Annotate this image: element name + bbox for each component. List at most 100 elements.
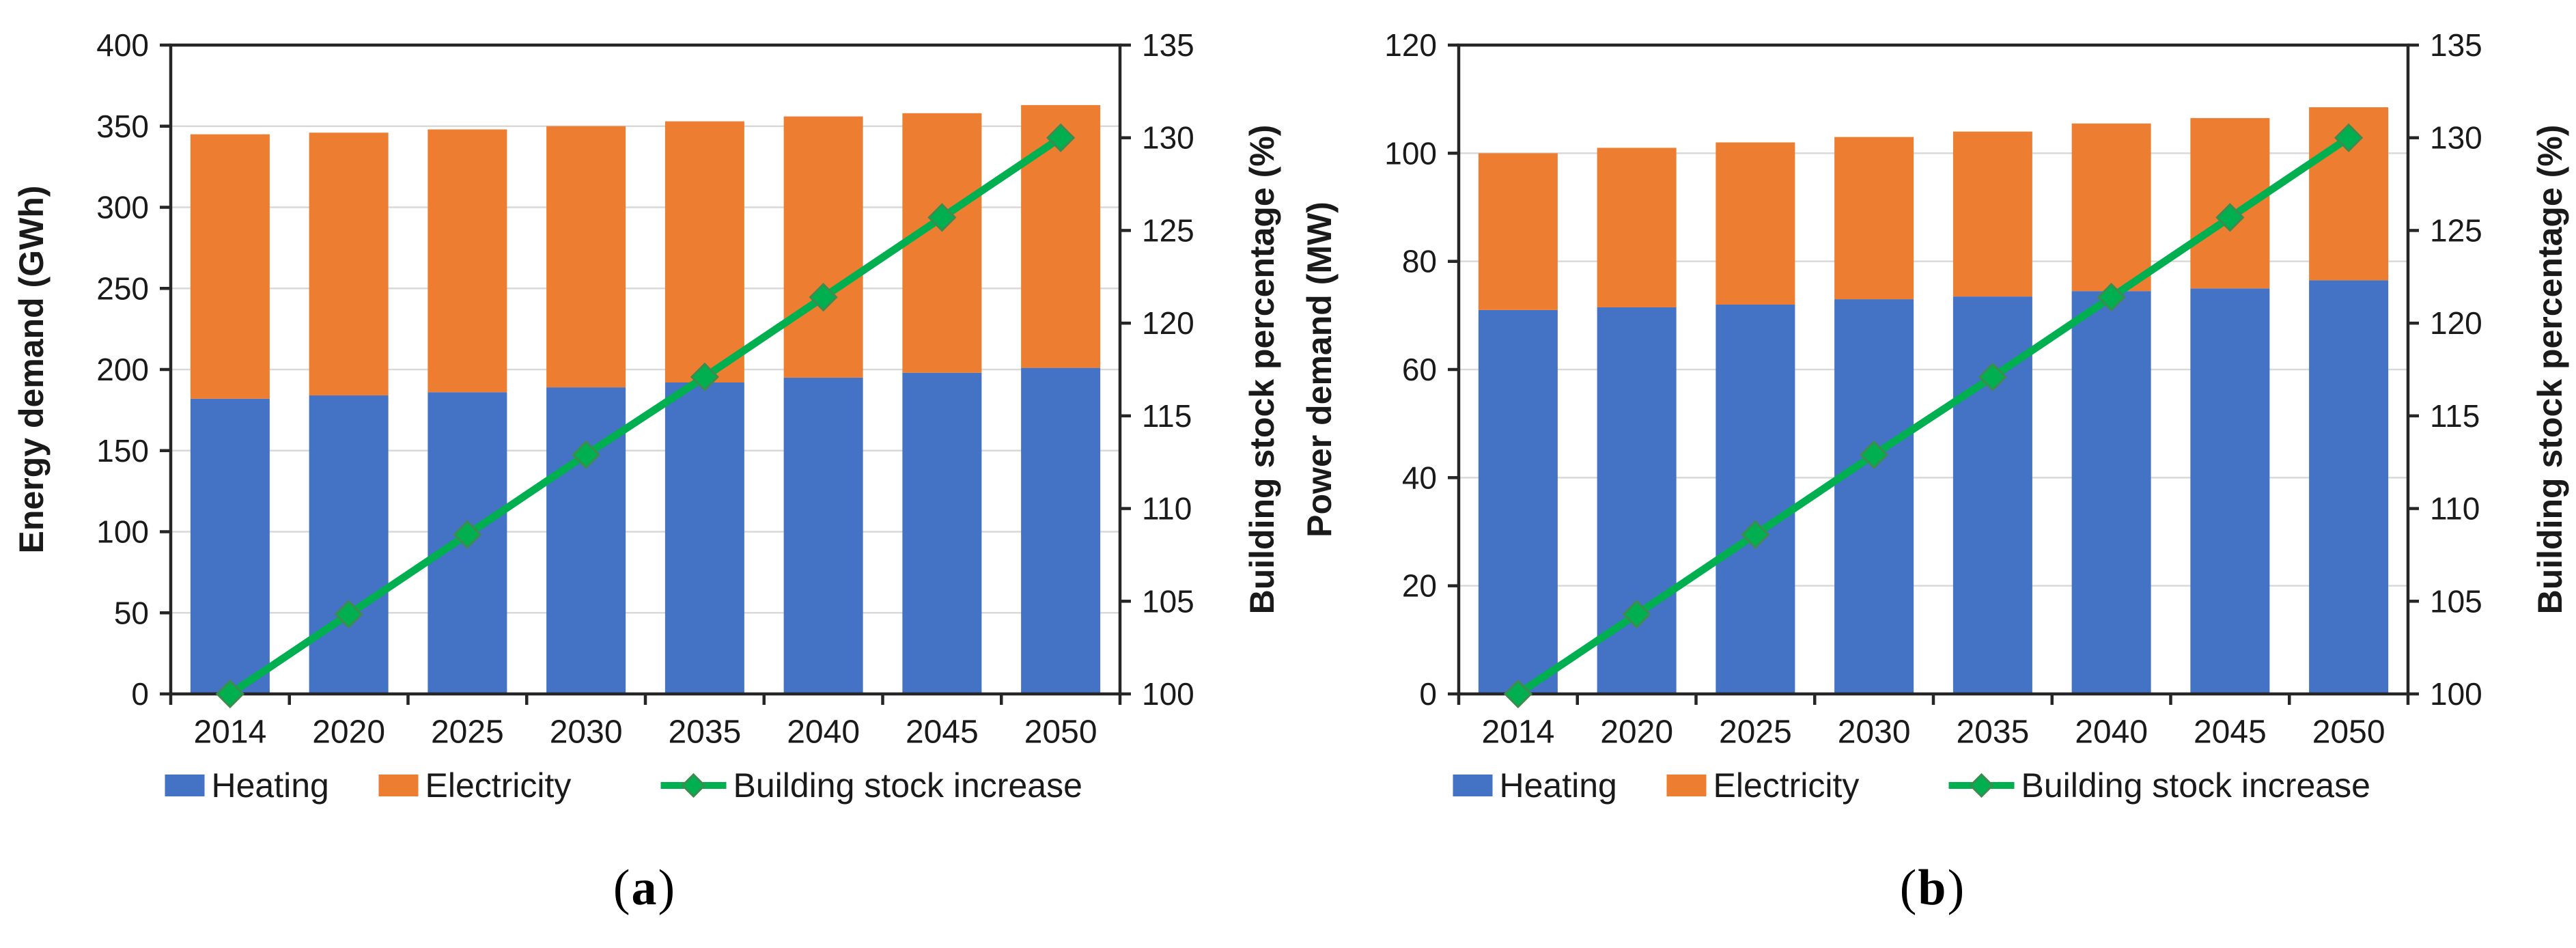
left-tick-label-60: 60 <box>1402 352 1437 387</box>
bar-electricity-2014 <box>1478 153 1558 310</box>
x-label-2014: 2014 <box>193 714 266 751</box>
x-label-2035: 2035 <box>1956 714 2029 751</box>
left-tick-label-40: 40 <box>1402 460 1437 495</box>
line-marker-2020 <box>334 600 363 629</box>
bar-electricity-2040 <box>783 116 863 378</box>
right-tick-label-100: 100 <box>2430 676 2482 712</box>
legend-item-building-stock-increase-marker <box>681 772 706 798</box>
right-tick-label-105: 105 <box>1142 583 1194 619</box>
legend-item-electricity-label: Electricity <box>425 766 572 805</box>
legend-item-electricity-label: Electricity <box>1713 766 1860 805</box>
right-tick-label-125: 125 <box>2430 212 2482 248</box>
x-label-2050: 2050 <box>2312 714 2385 751</box>
legend-item-heating-swatch <box>1453 775 1493 796</box>
right-tick-label-115: 115 <box>1142 398 1192 434</box>
line-marker-2040 <box>809 283 838 312</box>
right-tick-label-135: 135 <box>1142 27 1194 63</box>
line-marker-2040 <box>2097 283 2126 312</box>
x-label-2030: 2030 <box>1838 714 1911 751</box>
line-marker-2014 <box>1503 679 1532 709</box>
legend-item-building-stock-increase-label: Building stock increase <box>2021 766 2370 805</box>
left-tick-label-100: 100 <box>96 514 149 550</box>
x-label-2020: 2020 <box>1600 714 1673 751</box>
bar-electricity-2035 <box>664 121 744 382</box>
bar-heating-2040 <box>2071 291 2151 694</box>
legend-item-heating-swatch <box>165 775 205 796</box>
line-marker-2014 <box>215 679 244 709</box>
chart-a: 0 50 100 150 200 250 300 350 400 100 105 110 115 120 1… <box>12 27 1281 805</box>
left-tick-label-200: 200 <box>96 352 149 387</box>
chart-b: 0204060801001201001051101151201251301352… <box>1300 27 2569 805</box>
left-tick-label-0: 0 <box>1419 676 1437 712</box>
left-tick-label-400: 400 <box>96 27 149 63</box>
caption-b-open-paren: ( <box>1899 860 1917 916</box>
x-label-2040: 2040 <box>787 714 860 751</box>
left-tick-label-300: 300 <box>96 190 149 225</box>
legend-item-electricity-swatch <box>1666 775 1707 796</box>
right-tick-label-120: 120 <box>2430 305 2482 341</box>
left-tick-label-350: 350 <box>96 109 149 144</box>
left-tick-label-150: 150 <box>96 433 149 469</box>
bar-electricity-2025 <box>428 129 507 393</box>
legend-item-building-stock-increase-marker <box>1969 772 1994 798</box>
bar-heating-2045 <box>2190 288 2270 694</box>
x-label-2030: 2030 <box>550 714 623 751</box>
right-tick-label-105: 105 <box>2430 583 2482 619</box>
right-tick-label-120: 120 <box>1142 305 1194 341</box>
bar-electricity-2025 <box>1716 142 1795 305</box>
right-tick-label-110: 110 <box>2430 491 2480 527</box>
bar-heating-2040 <box>783 377 863 694</box>
bar-heating-2050 <box>1021 367 1101 694</box>
legend-item-heating-label: Heating <box>1500 766 1617 805</box>
x-label-2025: 2025 <box>1719 714 1792 751</box>
left-tick-label-250: 250 <box>96 270 149 306</box>
bar-electricity-2020 <box>1597 148 1677 307</box>
x-label-2045: 2045 <box>906 714 979 751</box>
bar-electricity-2040 <box>2071 123 2151 292</box>
left-tick-label-80: 80 <box>1402 244 1437 279</box>
y-axis-title-left: Power demand (MW) <box>1300 201 1339 538</box>
caption-a-close-paren: ) <box>658 860 675 916</box>
line-marker-2035 <box>1978 362 2008 391</box>
left-tick-label-100: 100 <box>1384 135 1437 171</box>
caption-a: (a) <box>613 828 675 948</box>
right-tick-label-130: 130 <box>2430 120 2482 156</box>
line-marker-2035 <box>690 362 720 391</box>
right-tick-label-115: 115 <box>2430 398 2480 434</box>
line-marker-2050 <box>1046 123 1076 152</box>
bar-electricity-2014 <box>190 134 270 399</box>
right-tick-label-100: 100 <box>1142 676 1194 712</box>
left-tick-label-20: 20 <box>1402 568 1437 604</box>
panel-b: 0 20 40 60 80 100 120 100 105 110 115 120 125 130 135 2… <box>1288 0 2576 948</box>
x-label-2040: 2040 <box>2075 714 2148 751</box>
bar-heating-2030 <box>1834 299 1914 694</box>
bar-heating-2045 <box>902 372 982 694</box>
caption-b: (b) <box>1900 828 1964 948</box>
x-label-2045: 2045 <box>2194 714 2267 751</box>
left-tick-label-120: 120 <box>1384 27 1437 63</box>
bar-electricity-2020 <box>309 133 389 395</box>
line-marker-2025 <box>1741 520 1770 549</box>
caption-b-letter: b <box>1918 860 1946 916</box>
left-tick-label-50: 50 <box>114 595 149 630</box>
caption-b-close-paren: ) <box>1947 860 1965 916</box>
bar-heating-2035 <box>664 382 744 694</box>
left-tick-label-0: 0 <box>131 676 149 712</box>
line-marker-2045 <box>2215 203 2245 232</box>
bar-heating-2014 <box>190 398 270 694</box>
line-building-stock-increase <box>1514 134 2353 698</box>
x-label-2025: 2025 <box>431 714 504 751</box>
caption-a-open-paren: ( <box>613 860 630 916</box>
line-marker-2025 <box>453 520 482 549</box>
line-marker-2030 <box>572 440 601 469</box>
y-axis-title-right: Building stock percentage (%) <box>1243 125 1281 615</box>
x-label-2035: 2035 <box>668 714 741 751</box>
bar-heating-2020 <box>309 395 389 694</box>
bar-electricity-2035 <box>1952 131 2032 297</box>
line-marker-2045 <box>927 203 957 232</box>
legend-item-heating-label: Heating <box>212 766 329 805</box>
right-tick-label-135: 135 <box>2430 27 2482 63</box>
bar-heating-2025 <box>1716 305 1795 694</box>
right-tick-label-125: 125 <box>1142 212 1194 248</box>
